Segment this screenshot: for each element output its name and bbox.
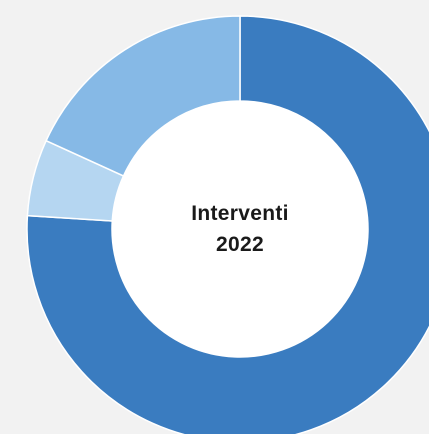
donut-slices — [26, 15, 429, 434]
center-label-line-2: 2022 — [216, 233, 264, 256]
center-label-line-1: Interventi — [191, 202, 289, 225]
donut-hole — [112, 101, 368, 357]
